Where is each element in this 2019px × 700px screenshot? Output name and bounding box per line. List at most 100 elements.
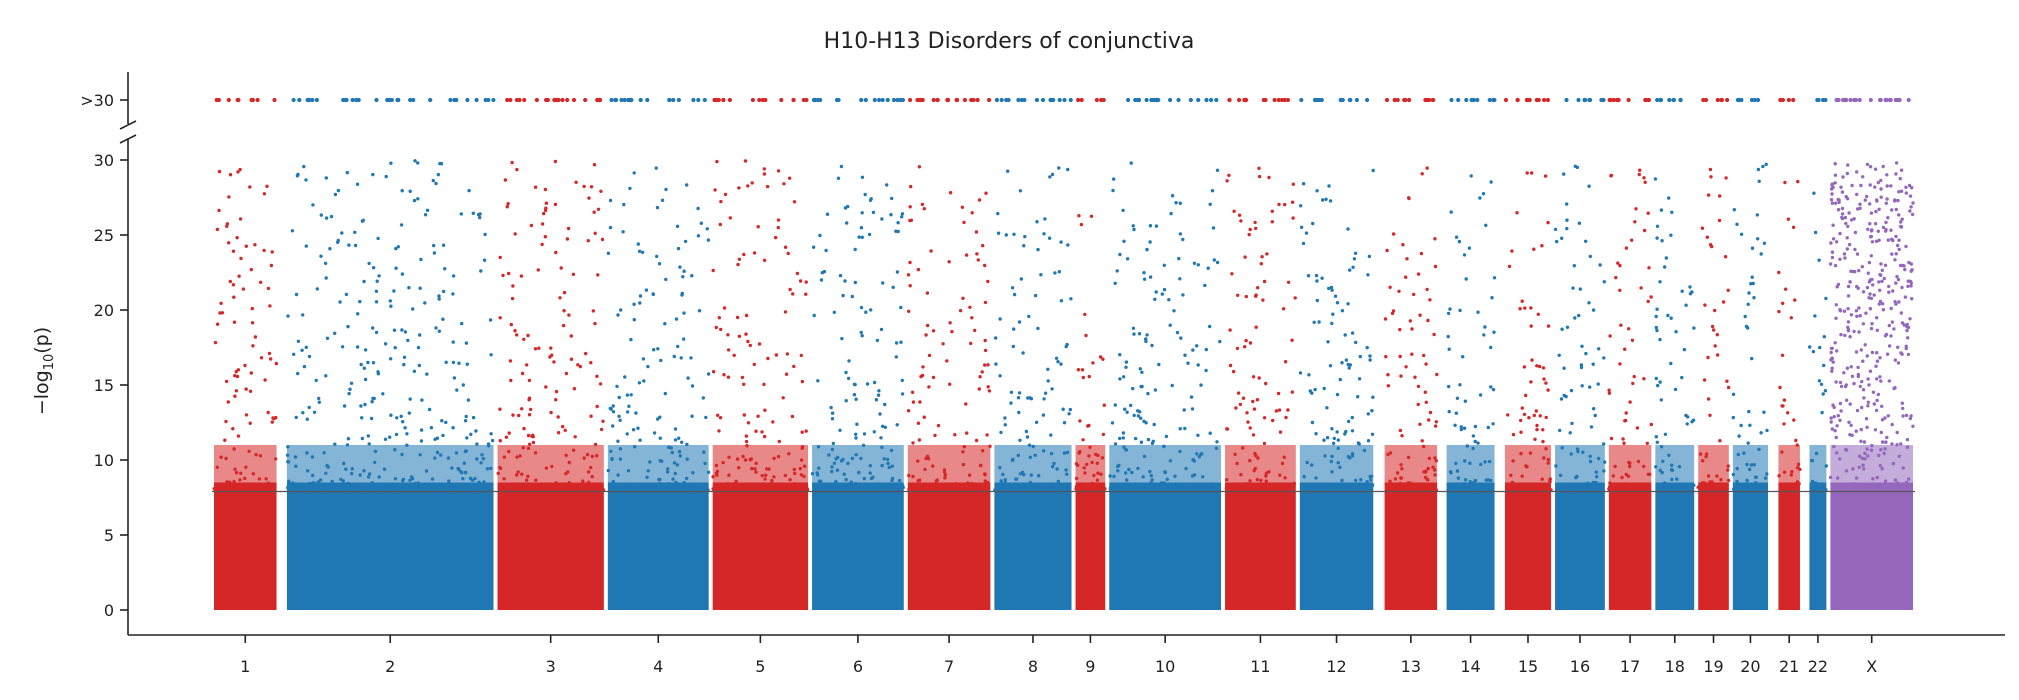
point	[1900, 352, 1904, 356]
chr-16-capped	[1564, 97, 1606, 103]
point	[1824, 296, 1828, 301]
point	[1792, 418, 1796, 422]
point	[1896, 481, 1900, 485]
point	[1142, 419, 1146, 423]
point	[413, 159, 417, 163]
point	[294, 415, 298, 420]
point	[760, 430, 764, 434]
point	[1179, 336, 1183, 340]
point	[1607, 487, 1611, 491]
point	[1538, 414, 1542, 418]
point	[1145, 333, 1149, 337]
point	[675, 463, 679, 467]
point	[1169, 211, 1173, 216]
point	[1520, 299, 1524, 303]
point	[1541, 439, 1545, 444]
point	[786, 251, 790, 256]
point	[639, 488, 644, 492]
point	[364, 485, 368, 490]
point	[1003, 423, 1007, 427]
point	[767, 467, 771, 471]
point	[622, 202, 626, 207]
capped-point	[1135, 97, 1140, 103]
point	[219, 455, 223, 459]
point	[571, 448, 576, 452]
point	[1352, 257, 1357, 261]
point	[1880, 467, 1884, 471]
point	[681, 487, 685, 492]
point	[496, 471, 500, 476]
point	[1670, 477, 1674, 482]
point	[867, 232, 872, 237]
point	[1248, 227, 1252, 232]
point	[540, 222, 545, 226]
point	[1852, 381, 1856, 386]
capped-point	[1878, 97, 1883, 103]
point	[403, 426, 407, 430]
point	[1845, 398, 1849, 402]
point	[1833, 263, 1838, 268]
point	[593, 321, 597, 326]
point	[1718, 439, 1722, 443]
point	[1012, 327, 1016, 331]
point	[1191, 348, 1195, 352]
point	[1838, 309, 1843, 313]
point	[215, 227, 220, 232]
point	[1905, 445, 1910, 449]
point	[1274, 409, 1279, 413]
chr-13-capped	[1384, 97, 1436, 103]
point	[522, 426, 526, 431]
point	[1659, 398, 1664, 402]
point	[1328, 199, 1333, 203]
point	[482, 480, 486, 484]
point	[877, 482, 881, 486]
point	[1065, 450, 1070, 455]
point	[316, 480, 320, 484]
point	[1065, 472, 1069, 476]
point	[1906, 325, 1911, 330]
point	[1911, 201, 1915, 205]
point	[360, 436, 365, 441]
point	[916, 421, 921, 425]
point	[1592, 488, 1596, 492]
point	[1326, 340, 1330, 344]
point	[1408, 319, 1413, 323]
point	[690, 384, 695, 388]
point	[1670, 210, 1674, 214]
point	[1290, 338, 1294, 342]
point	[1786, 411, 1790, 415]
point	[1524, 483, 1529, 487]
point	[1203, 283, 1207, 288]
point	[722, 306, 727, 310]
point	[831, 486, 835, 491]
point	[228, 279, 232, 284]
point	[388, 299, 392, 303]
point	[1892, 386, 1896, 391]
point	[1846, 325, 1850, 329]
point	[235, 236, 239, 240]
point	[1832, 405, 1836, 410]
point	[677, 436, 681, 440]
point	[1243, 255, 1247, 259]
point	[1385, 248, 1389, 253]
point	[1575, 474, 1579, 479]
point	[294, 486, 298, 491]
point	[931, 464, 935, 468]
point	[1067, 412, 1071, 416]
point	[1569, 388, 1574, 393]
capped-point	[354, 97, 359, 103]
point	[400, 272, 405, 276]
chr-21-points	[1777, 179, 1802, 610]
point	[1348, 363, 1353, 367]
point	[591, 309, 595, 313]
point	[1829, 416, 1833, 420]
x-tick-label-chr-4: 4	[653, 657, 663, 676]
capped-point	[544, 97, 549, 103]
point	[701, 396, 705, 400]
point	[1889, 334, 1893, 338]
point	[798, 466, 802, 471]
point	[1878, 375, 1882, 379]
point	[1129, 403, 1133, 408]
point	[1626, 474, 1631, 478]
point	[1752, 463, 1756, 467]
